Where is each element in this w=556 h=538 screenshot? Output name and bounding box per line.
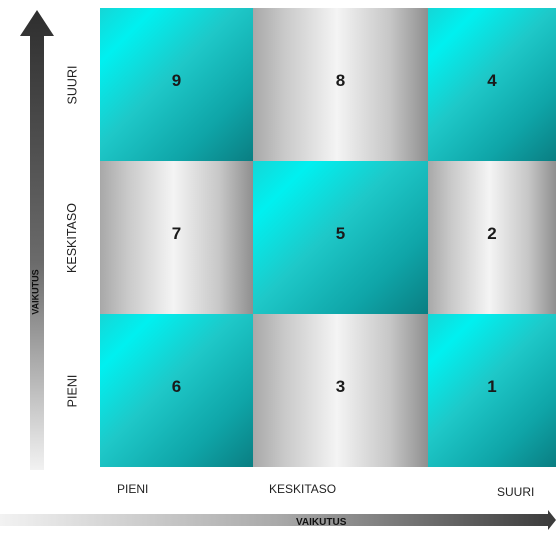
cell-value: 6 <box>171 376 182 396</box>
cell-value: 1 <box>487 376 497 396</box>
cell-value: 5 <box>335 223 346 243</box>
row-label-text: KESKITASO <box>65 202 79 273</box>
matrix-cell: 7 <box>100 161 253 314</box>
cell-value: 3 <box>335 376 346 396</box>
y-axis-title: VAIKUTUS <box>22 262 50 322</box>
x-axis-title: VAIKUTUS <box>296 517 347 528</box>
row-label-pieni: PIENI <box>57 314 87 467</box>
col-label-suuri: SUURI <box>497 485 535 499</box>
matrix-cell: 1 <box>428 314 556 467</box>
col-label-keskitaso: KESKITASO <box>269 482 337 496</box>
cell-value: 9 <box>171 70 182 90</box>
matrix-cell: 2 <box>428 161 556 314</box>
cell-value: 2 <box>487 223 497 243</box>
row-label-text: SUURI <box>65 65 79 104</box>
row-label-text: PIENI <box>65 374 79 407</box>
y-axis-title-text: VAIKUTUS <box>31 269 41 315</box>
matrix-cell: 8 <box>253 8 428 161</box>
row-label-suuri: SUURI <box>57 8 87 161</box>
cell-value: 4 <box>487 70 497 90</box>
cell-value: 7 <box>171 223 182 243</box>
matrix-cell: 5 <box>253 161 428 314</box>
x-axis-arrow <box>0 510 556 530</box>
cell-value: 8 <box>335 70 346 90</box>
matrix-cell: 3 <box>253 314 428 467</box>
row-label-keskitaso: KESKITASO <box>57 161 87 314</box>
col-label-pieni: PIENI <box>117 482 149 496</box>
matrix-cell: 9 <box>100 8 253 161</box>
matrix-cell: 6 <box>100 314 253 467</box>
matrix-cell: 4 <box>428 8 556 161</box>
y-axis-arrow <box>20 10 54 470</box>
